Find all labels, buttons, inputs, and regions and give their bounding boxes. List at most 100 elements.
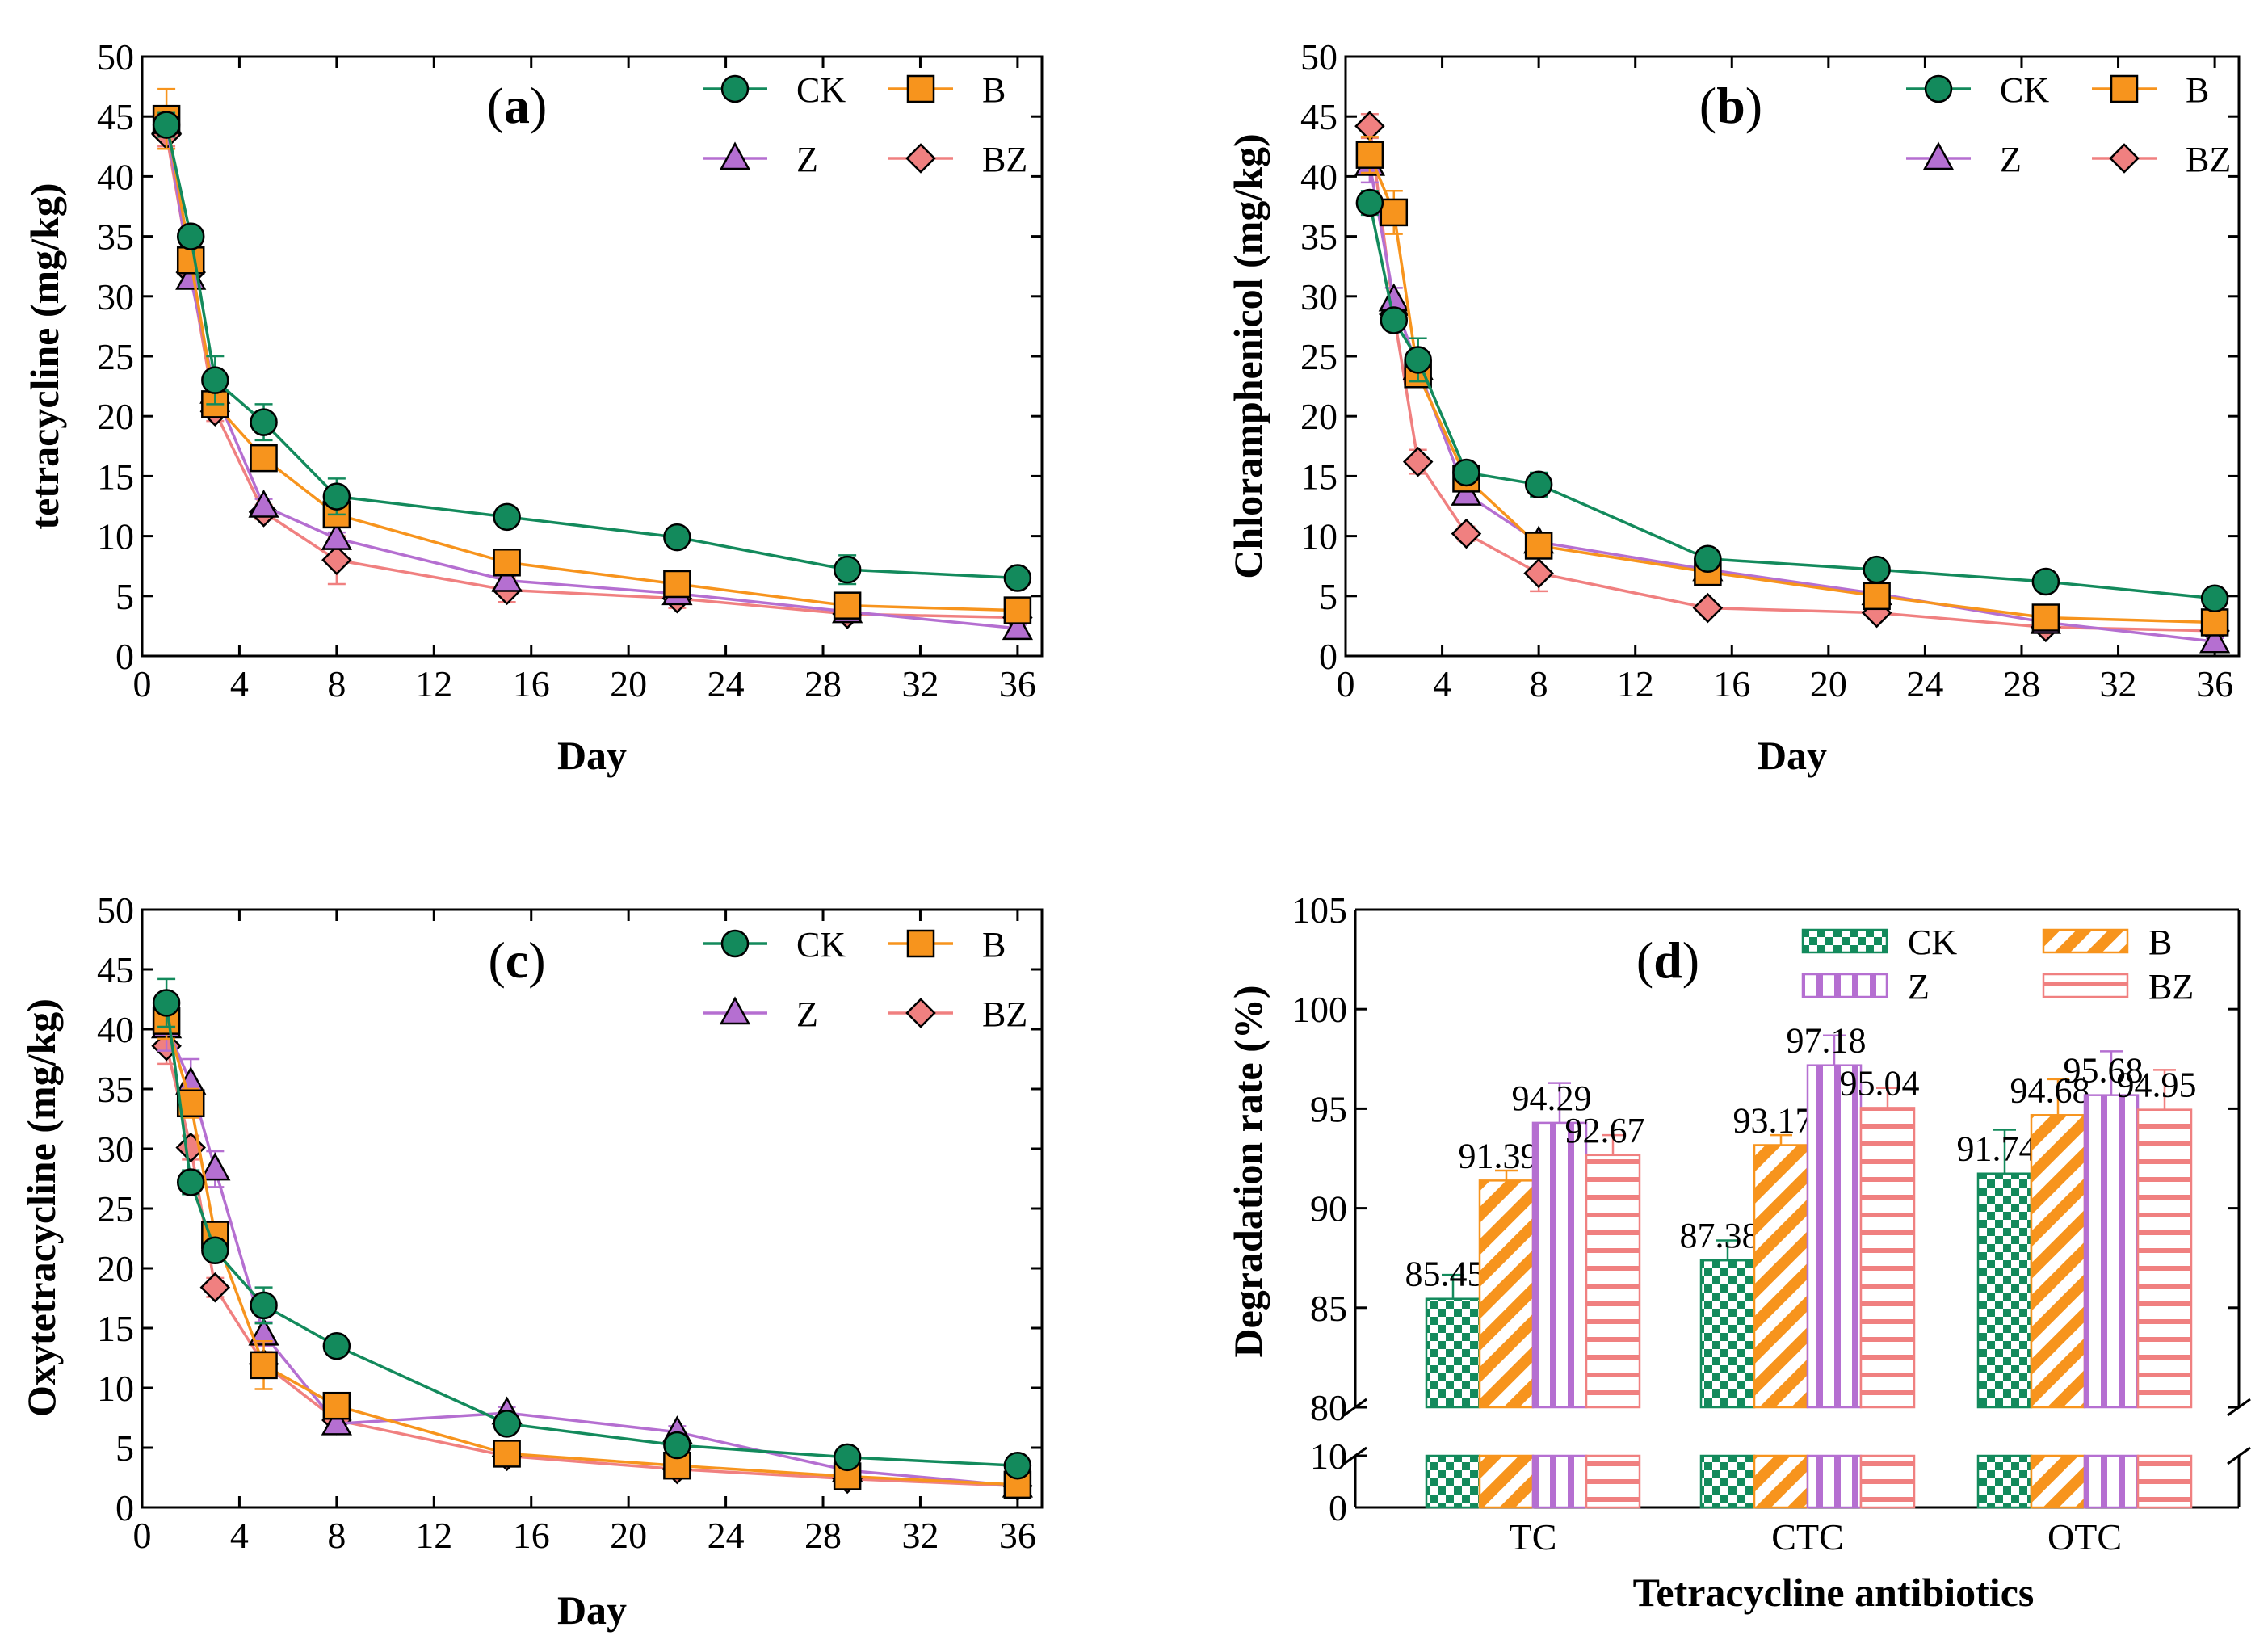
data-point-BZ <box>1402 446 1434 477</box>
x-tick-label: 32 <box>2100 663 2137 704</box>
bar-upper-segment <box>2083 1094 2140 1409</box>
data-point-Z <box>2199 624 2231 654</box>
x-tick-label: 8 <box>327 663 346 704</box>
data-point-B <box>1380 198 1409 227</box>
bar-upper-segment <box>1753 1144 1809 1409</box>
y-tick-label: 10 <box>97 516 134 557</box>
bar-lower-segment <box>2083 1454 2140 1509</box>
data-point-CK <box>322 1331 351 1360</box>
data-point-CK <box>663 523 691 552</box>
legend-marker-BZ <box>2109 143 2140 174</box>
data-point-CK <box>1863 555 1891 584</box>
y-tick-label: 20 <box>97 1248 134 1289</box>
series-Z <box>150 106 1034 641</box>
legend-marker-CK <box>1924 74 1953 103</box>
y-tick-label: 0 <box>116 1487 134 1528</box>
legend-item-Z: Z <box>703 994 818 1034</box>
series-line-Z <box>165 1026 1018 1488</box>
y-tick-label: 15 <box>97 1308 134 1349</box>
panel-a-xlabel: Day <box>557 733 627 778</box>
data-point-Z <box>1002 612 1034 641</box>
bar-lower-segment <box>1699 1454 1756 1509</box>
bar-lower-segment <box>1425 1454 1481 1509</box>
y-tick-label: 15 <box>97 456 134 497</box>
chart-panel-b: Chloramphenicol (mg/kg) Day (b) 0 5 10 15 20… <box>1225 36 2241 778</box>
data-label-Z: 95.68 <box>2064 1051 2144 1091</box>
bar-lower-segment <box>1753 1454 1809 1509</box>
data-point-CK <box>201 366 229 394</box>
legend-item-CK: CK <box>1906 70 2049 110</box>
x-tick-label: 8 <box>1530 663 1548 704</box>
bar-upper-segment <box>2030 1114 2086 1409</box>
series-B <box>152 87 1032 624</box>
legend-marker-CK <box>720 929 750 958</box>
data-point-CK <box>663 1431 691 1460</box>
data-point-CK <box>152 989 181 1017</box>
bar-BZ-TC: 92.67 <box>1565 1111 1645 1509</box>
data-point-BZ <box>1692 592 1724 624</box>
bar-lower-segment <box>1806 1454 1863 1509</box>
bar-upper-segment <box>1806 1064 1863 1409</box>
data-point-B <box>1863 582 1891 611</box>
legend-item-CK: CK <box>1801 923 1957 962</box>
legend-swatch-Z <box>1801 973 1888 998</box>
y-tick-label: 45 <box>1300 96 1338 137</box>
data-point-CK <box>176 222 205 250</box>
data-label-CK: 85.45 <box>1405 1255 1485 1294</box>
legend-swatch-B <box>2042 928 2129 954</box>
bar-Z-CTC: 97.18 <box>1787 1021 1867 1509</box>
data-point-CK <box>250 1291 278 1320</box>
data-label-Z: 97.18 <box>1787 1021 1867 1061</box>
bar-upper-segment <box>1699 1259 1756 1409</box>
bar-upper-segment <box>1859 1107 1916 1409</box>
legend-item-BZ: BZ <box>888 140 1027 179</box>
x-tick-label: 20 <box>610 1515 647 1556</box>
panel-d-ylabel: Degradation rate (%) <box>1225 986 1270 1358</box>
legend-label-BZ: BZ <box>982 140 1027 179</box>
y-tick-label: 5 <box>116 1427 134 1469</box>
y-tick-label: 0 <box>116 636 134 677</box>
x-tick-label: 4 <box>230 1515 249 1556</box>
data-point-CK <box>1524 470 1553 499</box>
series-CK <box>1355 188 2229 613</box>
data-point-CK <box>1452 458 1480 487</box>
legend-item-B: B <box>2092 70 2209 110</box>
data-point-B <box>2031 603 2060 632</box>
data-point-B <box>663 570 691 599</box>
bar-lower-segment <box>1585 1454 1641 1509</box>
data-point-CK <box>493 502 521 532</box>
legend-label-CK: CK <box>796 925 846 965</box>
axis-break-mark <box>2227 1446 2251 1465</box>
series-line-BZ <box>165 134 1018 620</box>
x-tick-label: 0 <box>133 1515 152 1556</box>
data-point-CK <box>1380 306 1409 334</box>
series-line-BZ <box>165 1045 1018 1488</box>
panel-a-label: (a) <box>487 77 548 134</box>
x-tick-label: 28 <box>804 663 842 704</box>
panel-c-label: (c) <box>488 931 545 989</box>
data-point-CK <box>1404 346 1432 374</box>
plot-frame <box>141 55 1044 658</box>
data-point-CK <box>1355 188 1384 217</box>
data-point-Z <box>491 563 523 592</box>
y-tick-label: 45 <box>97 96 134 137</box>
data-point-CK <box>322 482 351 511</box>
data-point-B <box>833 591 862 620</box>
y-tick-label: 25 <box>1300 336 1338 377</box>
bar-BZ-OTC: 94.95 <box>2117 1066 2197 1509</box>
y-tick-label: 40 <box>97 156 134 197</box>
bar-upper-segment <box>1585 1154 1641 1409</box>
legend-item-BZ: BZ <box>2092 140 2231 179</box>
data-point-B <box>322 1391 351 1420</box>
data-point-BZ <box>200 1272 231 1303</box>
y-tick-label: 30 <box>97 1129 134 1170</box>
data-point-CK <box>152 111 181 139</box>
bar-lower-segment <box>2030 1454 2086 1509</box>
legend-item-CK: CK <box>703 925 846 965</box>
bar-lower-segment <box>1859 1454 1916 1509</box>
bar-upper-segment <box>1478 1179 1535 1409</box>
legend-item-Z: Z <box>703 140 818 179</box>
x-tick-label: 20 <box>1810 663 1847 704</box>
bar-B-TC: 91.39 <box>1459 1136 1539 1509</box>
y-tick-label: 10 <box>1300 516 1338 557</box>
